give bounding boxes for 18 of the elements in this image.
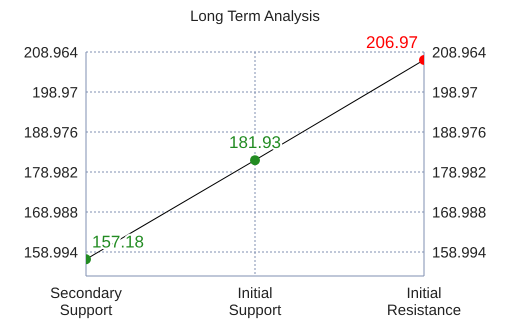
y2-tick-label: 158.994 [432, 244, 486, 262]
y-tick-label: 188.976 [24, 124, 78, 142]
y-tick-label: 208.964 [24, 44, 78, 62]
x-tick-label: Secondary Support [50, 285, 122, 319]
x-tick-label: Initial Support [228, 285, 282, 319]
y-tick-label: 198.97 [32, 84, 78, 102]
chart-title: Long Term Analysis [189, 8, 321, 26]
data-label: 206.97 [366, 32, 418, 52]
y2-tick-label: 168.988 [432, 204, 486, 222]
y-tick-label: 168.988 [24, 204, 78, 222]
data-label: 181.93 [229, 133, 281, 152]
y-tick-label: 158.994 [24, 244, 78, 262]
y2-tick-label: 188.976 [432, 124, 486, 142]
x-tick-label: Initial Resistance [386, 285, 462, 319]
y2-tick-label: 178.982 [432, 164, 486, 182]
y2-tick-label: 198.97 [432, 84, 478, 102]
y2-tick-label: 208.964 [432, 44, 486, 62]
y-tick-label: 178.982 [24, 164, 78, 182]
